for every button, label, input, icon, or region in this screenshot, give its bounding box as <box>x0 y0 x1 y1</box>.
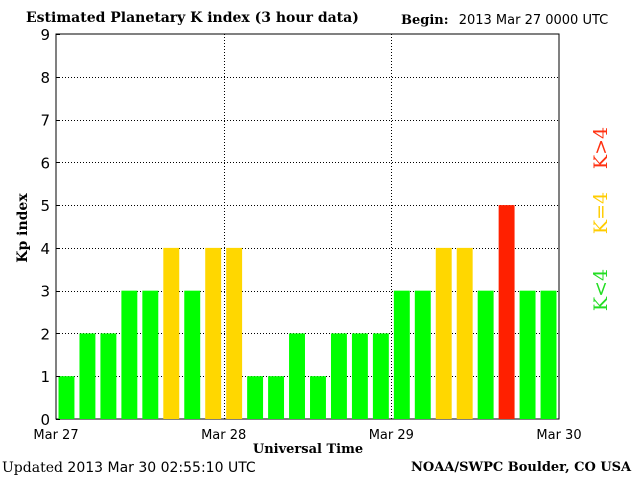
y-tick-label: 7 <box>40 112 50 130</box>
bar <box>435 247 452 419</box>
y-tick-labels: 0 1 2 3 4 5 6 7 8 9 <box>40 26 60 429</box>
x-tick-labels: Mar 27 Mar 28 Mar 29 Mar 30 <box>33 428 581 443</box>
bar <box>330 333 347 419</box>
bar <box>205 247 222 419</box>
legend-high: K>4 <box>590 127 612 169</box>
bar <box>310 376 326 419</box>
y-tick-label: 3 <box>40 283 50 301</box>
bar <box>456 247 473 419</box>
y-tick-label: 0 <box>40 411 50 429</box>
plot-frame <box>55 33 560 420</box>
y-tick-label: 5 <box>40 197 50 215</box>
y-tick-label: 1 <box>40 368 50 386</box>
bar <box>226 247 243 419</box>
x-axis-label: Universal Time <box>253 442 363 457</box>
plot-area <box>55 33 560 420</box>
y-axis-label: Kp index <box>15 193 31 263</box>
bar <box>268 376 285 419</box>
bar <box>351 333 368 419</box>
begin-value: 2013 Mar 27 0000 UTC <box>458 13 609 28</box>
x-tick-label: Mar 29 <box>369 428 414 443</box>
y-tick-label: 8 <box>40 69 50 87</box>
bar <box>79 333 96 419</box>
bar <box>393 290 410 419</box>
y-tick-label: 4 <box>40 240 50 258</box>
grid-lines <box>56 34 559 419</box>
bar <box>289 333 305 419</box>
x-tick-label: Mar 30 <box>536 428 581 443</box>
bar <box>184 290 201 419</box>
x-tick-label: Mar 28 <box>201 428 246 443</box>
begin-info: Begin: 2013 Mar 27 0000 UTC <box>401 13 608 28</box>
y-tick-label: 6 <box>40 154 50 172</box>
updated-value: 2013 Mar 30 02:55:10 UTC <box>67 460 256 476</box>
bar <box>121 290 138 419</box>
bar <box>498 205 515 419</box>
bar <box>100 333 117 419</box>
legend-low: K<4 <box>590 269 612 311</box>
source-label: NOAA/SWPC Boulder, CO USA <box>411 460 632 475</box>
bars <box>58 205 557 419</box>
chart-title: Estimated Planetary K index (3 hour data… <box>26 10 359 26</box>
updated-info: Updated 2013 Mar 30 02:55:10 UTC <box>2 460 256 476</box>
bar <box>142 290 159 419</box>
bar <box>477 290 494 419</box>
bar <box>58 376 75 419</box>
y-tick-label: 2 <box>40 325 50 343</box>
x-tick-label: Mar 27 <box>33 428 78 443</box>
bar <box>540 290 557 419</box>
bar <box>163 247 180 419</box>
bar <box>247 376 264 419</box>
bar <box>414 290 431 419</box>
y-tick-label: 9 <box>40 26 50 44</box>
legend-mid: K=4 <box>590 192 612 234</box>
updated-label: Updated <box>2 460 63 476</box>
begin-label: Begin: <box>401 13 449 28</box>
bar <box>519 290 536 419</box>
bar <box>372 333 389 419</box>
